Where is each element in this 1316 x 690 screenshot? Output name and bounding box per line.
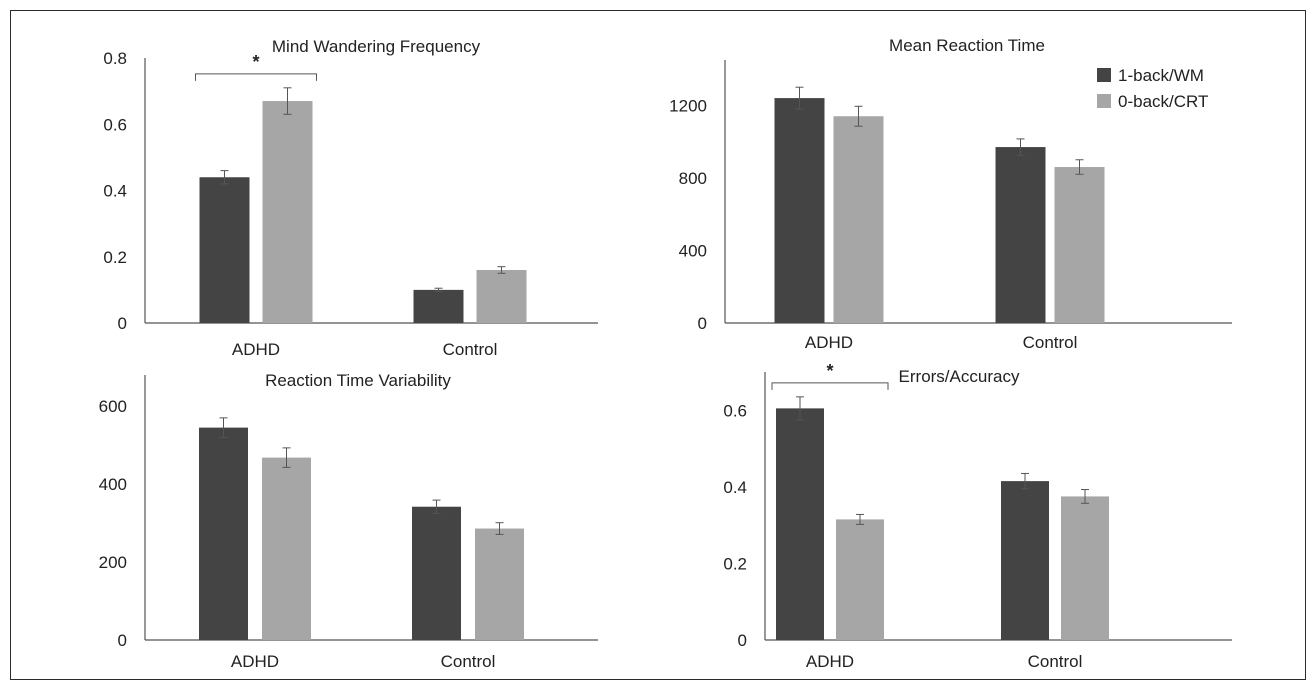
- significance-marker: *: [826, 361, 833, 381]
- bar-wm-control: [413, 289, 464, 323]
- significance-bracket: [195, 73, 317, 81]
- significance-bracket: [771, 382, 889, 390]
- y-tick-label: 400: [99, 475, 127, 494]
- chart-title: Errors/Accuracy: [899, 367, 1020, 386]
- bar-crt-adhd: [262, 101, 313, 323]
- bar-crt-control: [476, 270, 527, 323]
- y-tick-label: 0.8: [103, 49, 127, 68]
- bar-crt-control: [475, 528, 524, 640]
- figure-frame: [10, 10, 1306, 680]
- bar-wm-control: [412, 506, 461, 640]
- x-tick-label: ADHD: [232, 340, 280, 359]
- y-tick-label: 0: [698, 314, 707, 333]
- bar-wm-control: [995, 147, 1046, 323]
- y-tick-label: 0.4: [103, 182, 127, 201]
- bar-crt-adhd: [836, 519, 884, 640]
- bar-crt-adhd: [262, 457, 311, 640]
- legend-label: 1-back/WM: [1118, 66, 1204, 85]
- bar-crt-control: [1061, 496, 1109, 640]
- x-tick-label: ADHD: [806, 652, 854, 671]
- legend-swatch-wm: [1097, 68, 1111, 82]
- y-tick-label: 200: [99, 553, 127, 572]
- y-tick-label: 0.6: [723, 401, 747, 420]
- y-tick-label: 400: [679, 241, 707, 260]
- y-tick-label: 0.6: [103, 115, 127, 134]
- significance-marker: *: [252, 52, 259, 72]
- bar-wm-control: [1001, 481, 1049, 640]
- x-tick-label: Control: [443, 340, 498, 359]
- y-tick-label: 0: [118, 314, 127, 333]
- bar-wm-adhd: [199, 177, 250, 323]
- y-tick-label: 0.4: [723, 478, 747, 497]
- chart-title: Reaction Time Variability: [265, 371, 451, 390]
- y-tick-label: 0: [118, 631, 127, 650]
- chart-title: Mind Wandering Frequency: [272, 37, 481, 56]
- x-tick-label: ADHD: [805, 333, 853, 352]
- y-tick-label: 600: [99, 397, 127, 416]
- y-tick-label: 800: [679, 169, 707, 188]
- legend-swatch-crt: [1097, 94, 1111, 108]
- chart-panel-2: Mean Reaction Time 0 400 800 1200 ADHD Control: [669, 36, 1232, 352]
- chart-title: Mean Reaction Time: [889, 36, 1045, 55]
- chart-panel-4: Errors/Accuracy 0 0.2 0.4 0.6 ADHD Control *: [723, 361, 1232, 671]
- bar-crt-adhd: [833, 116, 884, 323]
- bar-wm-adhd: [776, 408, 824, 640]
- y-tick-label: 1200: [669, 96, 707, 115]
- bar-crt-control: [1054, 167, 1105, 323]
- y-tick-label: 0.2: [723, 554, 747, 573]
- bar-wm-adhd: [774, 98, 825, 323]
- chart-panel-3: Reaction Time Variability 0 200 400 600 ADHD C…: [99, 371, 598, 671]
- bar-wm-adhd: [199, 427, 248, 640]
- y-tick-label: 0.2: [103, 248, 127, 267]
- x-tick-label: Control: [1028, 652, 1083, 671]
- legend-label: 0-back/CRT: [1118, 92, 1208, 111]
- y-tick-label: 0: [738, 631, 747, 650]
- legend: 1-back/WM 0-back/CRT: [1097, 66, 1208, 111]
- x-tick-label: ADHD: [231, 652, 279, 671]
- chart-panel-1: Mind Wandering Frequency 0 0.2 0.4 0.6 0.8 ADH…: [103, 37, 598, 359]
- x-tick-label: Control: [441, 652, 496, 671]
- x-tick-label: Control: [1023, 333, 1078, 352]
